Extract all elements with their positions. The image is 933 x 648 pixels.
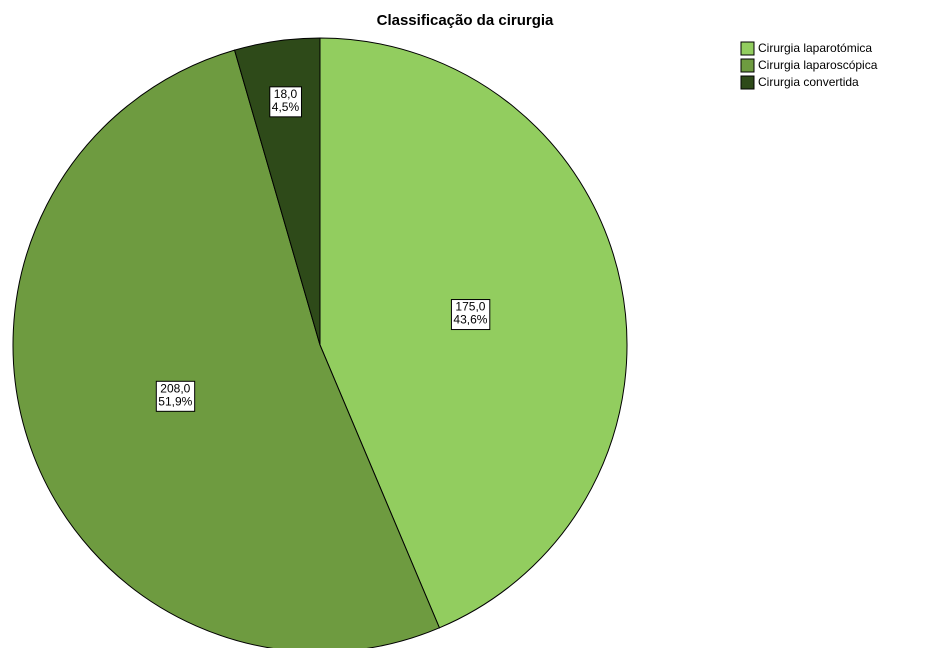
value-label: 208,0 bbox=[160, 381, 190, 395]
data-label: 18,04,5% bbox=[269, 86, 302, 118]
pie-slice bbox=[12, 49, 441, 648]
legend-swatch bbox=[740, 58, 755, 73]
percentage-label: 51,9% bbox=[158, 394, 192, 408]
legend-swatch bbox=[740, 75, 755, 90]
data-label-box bbox=[155, 380, 196, 412]
chart-title: Classificação da cirurgia bbox=[377, 12, 554, 29]
legend-label: Cirurgia laparotómica bbox=[758, 41, 872, 55]
legend-swatch bbox=[740, 41, 755, 56]
legend-label: Cirurgia convertida bbox=[758, 75, 859, 89]
value-label: 175,0 bbox=[455, 300, 485, 314]
data-label-box bbox=[269, 86, 302, 118]
percentage-label: 4,5% bbox=[272, 100, 300, 114]
data-label-box bbox=[450, 299, 491, 331]
data-label: 175,043,6% bbox=[450, 299, 491, 331]
legend-label: Cirurgia laparoscópica bbox=[758, 58, 878, 72]
pie-slice bbox=[319, 37, 628, 629]
percentage-label: 43,6% bbox=[453, 313, 487, 327]
data-label: 208,051,9% bbox=[155, 380, 196, 412]
value-label: 18,0 bbox=[274, 87, 298, 101]
